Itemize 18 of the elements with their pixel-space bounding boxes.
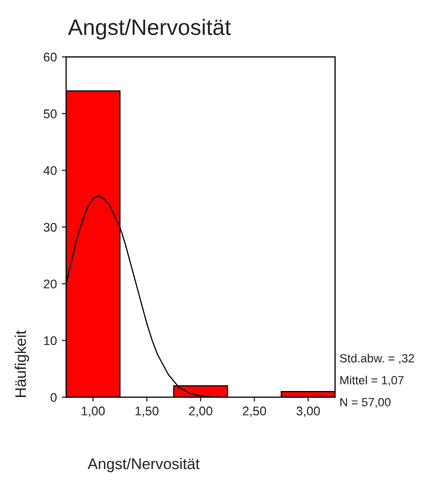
x-tick-label: 2,00	[189, 406, 212, 417]
y-tick-label: 50	[44, 109, 57, 118]
text: Std.abw. = ,32	[340, 354, 414, 364]
y-tick-label: 0	[50, 393, 57, 402]
y-tick-label: 20	[44, 280, 57, 288]
y-axis-title: Häufigkeit	[14, 330, 30, 397]
chart-title: Angst/Nervosität	[68, 18, 231, 40]
x-tick-label: 2,50	[242, 406, 266, 417]
text: N = 57,00	[340, 398, 391, 408]
x-tick-label: 3,00	[296, 406, 320, 417]
y-tick-label: 60	[44, 52, 57, 62]
x-axis-title: Angst/Nervosität	[88, 458, 200, 472]
y-tick-label: 40	[43, 166, 57, 175]
y-tick-label: 10	[44, 336, 57, 346]
y-tick-label: 30	[44, 222, 57, 232]
x-tick-label: 1,50	[136, 406, 158, 417]
text: Mittel = 1,07	[340, 376, 404, 386]
x-tick-label: 1,00	[82, 406, 105, 417]
